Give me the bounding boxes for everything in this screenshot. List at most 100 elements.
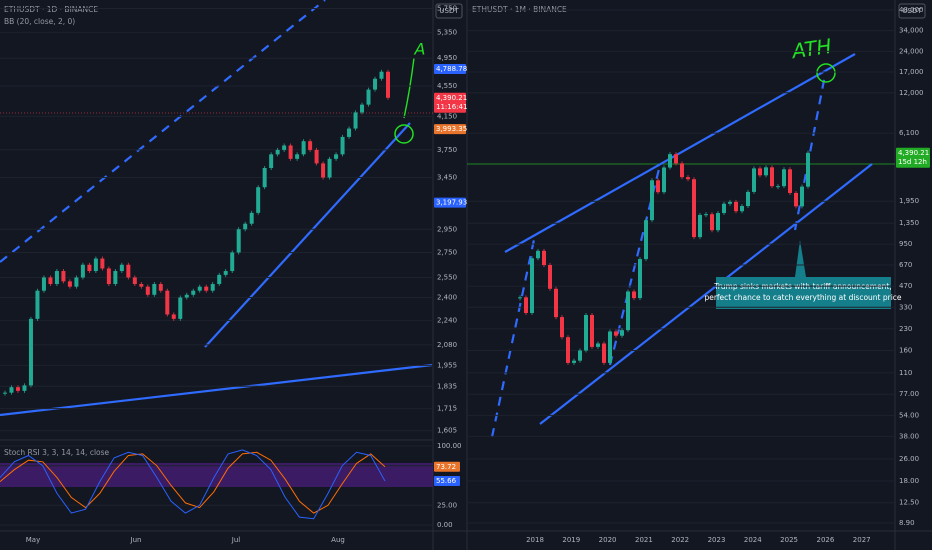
candle <box>566 337 570 363</box>
candle <box>210 284 215 291</box>
y-tick-label: 17,000 <box>899 68 924 76</box>
candle <box>704 214 708 216</box>
candle <box>554 288 558 318</box>
y-tick-label: 4,950 <box>437 54 457 62</box>
candle <box>650 180 654 221</box>
candle <box>230 252 235 272</box>
candle <box>794 192 798 207</box>
y-tick-label: 3,750 <box>437 146 457 154</box>
candle <box>770 167 774 187</box>
candle <box>236 229 241 253</box>
y-tick-label: 470 <box>899 282 912 290</box>
symbol-title: ETHUSDT · 1D · BINANCE <box>4 5 98 14</box>
candle <box>752 168 756 192</box>
candle <box>366 89 371 105</box>
y-tick-label: 1,835 <box>437 382 457 390</box>
y-tick-label: 100.00 <box>437 442 462 450</box>
y-tick-label: 2,950 <box>437 225 457 233</box>
candle <box>758 168 762 176</box>
trendline <box>0 363 433 417</box>
candle <box>680 163 684 178</box>
candle <box>308 141 313 150</box>
callout-box <box>716 240 891 309</box>
candle <box>314 149 319 164</box>
candle <box>379 71 384 79</box>
x-tick-label: 2022 <box>671 536 689 544</box>
candle <box>93 258 98 272</box>
candle <box>347 128 352 137</box>
stoch-band <box>0 463 433 487</box>
candle <box>249 212 254 224</box>
candle <box>572 360 576 363</box>
y-tick-label: 5,750 <box>437 5 457 13</box>
candle <box>584 315 588 351</box>
candle <box>614 331 618 336</box>
y-tick-label: 12.50 <box>899 499 919 507</box>
y-tick-label: 8.90 <box>899 519 915 527</box>
candle <box>327 158 332 178</box>
candle <box>139 284 144 287</box>
x-tick-label: May <box>26 536 40 544</box>
candle <box>321 163 326 178</box>
y-tick-label: 2,750 <box>437 248 457 256</box>
x-tick-label: Jul <box>231 536 241 544</box>
y-tick-label: 330 <box>899 303 912 311</box>
x-tick-label: 2025 <box>780 536 798 544</box>
candle <box>126 264 131 278</box>
candle <box>288 145 293 159</box>
trendline <box>490 234 537 438</box>
candle <box>626 291 630 331</box>
candle <box>674 154 678 164</box>
y-tick-label: 38.00 <box>899 432 919 440</box>
annotation: A <box>414 40 426 59</box>
candle <box>764 167 768 176</box>
price-badge-label: 4,788.78 <box>436 65 467 73</box>
candle <box>9 387 14 393</box>
candle <box>223 271 228 275</box>
candle <box>106 268 111 285</box>
price-badge-label: 4,390.21 <box>898 149 929 157</box>
currency-button[interactable] <box>898 3 926 19</box>
candle <box>536 250 540 259</box>
candle <box>3 392 7 394</box>
candle <box>360 104 365 113</box>
candle <box>782 169 786 187</box>
candle <box>620 330 624 336</box>
candle <box>61 271 66 282</box>
x-tick-label: Jun <box>130 536 142 544</box>
candle <box>602 343 606 363</box>
currency-button[interactable] <box>435 3 463 19</box>
candle <box>800 186 804 207</box>
y-tick-label: 18.00 <box>899 477 919 485</box>
price-badge <box>434 64 466 75</box>
candle <box>48 277 53 285</box>
candle <box>578 350 582 361</box>
y-tick-label: 0.00 <box>437 521 453 529</box>
price-badge <box>434 197 466 208</box>
countdown: 15d 12h <box>898 158 927 166</box>
candle <box>28 318 33 386</box>
y-tick-label: 24,000 <box>899 47 924 55</box>
y-tick-label: 77.00 <box>899 390 919 398</box>
candle <box>806 152 810 187</box>
trendline <box>539 163 873 425</box>
highlight-circle <box>394 124 414 144</box>
y-tick-label: 3,450 <box>437 173 457 181</box>
y-tick-label: 6,100 <box>899 129 919 137</box>
candle <box>132 277 137 285</box>
stoch-label: Stoch RSI 3, 3, 14, 14, close <box>4 448 110 457</box>
x-tick-label: 2024 <box>744 536 762 544</box>
price-badge-label: 73.72 <box>436 463 456 471</box>
candle <box>158 284 163 291</box>
currency-label[interactable]: USDT <box>902 7 922 15</box>
x-tick-label: 2021 <box>635 536 653 544</box>
candle <box>644 220 648 260</box>
currency-label[interactable]: USDT <box>439 7 459 15</box>
candle <box>295 154 300 159</box>
highlight-circle <box>816 63 836 83</box>
candle <box>686 177 690 180</box>
candle <box>524 297 528 313</box>
candle <box>87 264 92 272</box>
